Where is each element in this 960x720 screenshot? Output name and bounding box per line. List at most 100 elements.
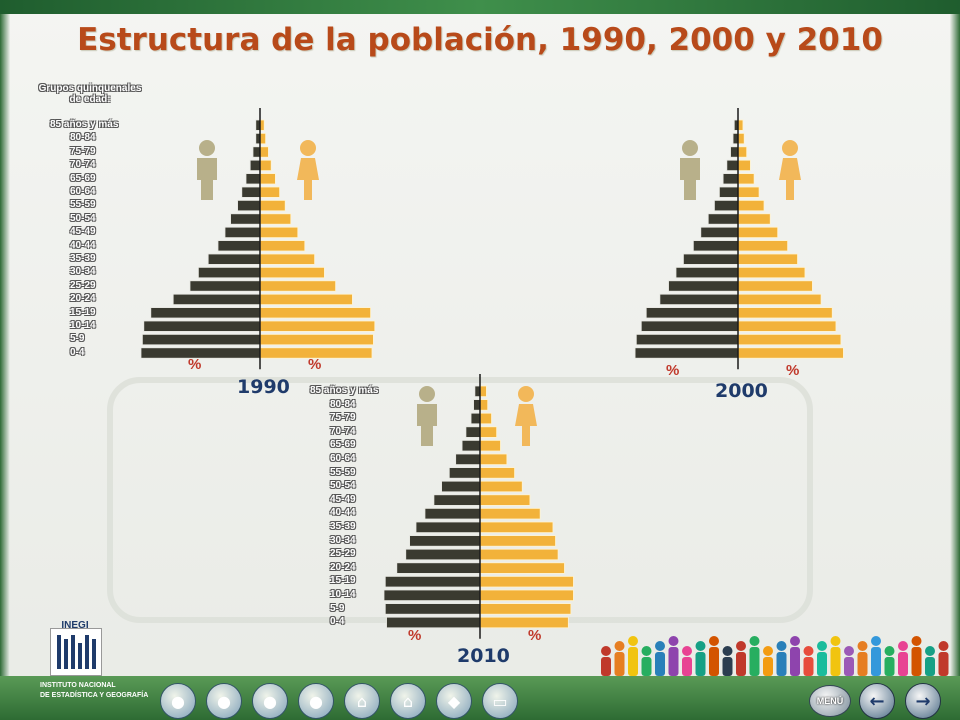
document-icon: ▭: [492, 691, 508, 711]
age-group-label: 25-29: [330, 548, 356, 560]
person-silhouette-icon: [830, 636, 841, 676]
age-group-label: 70-74: [70, 159, 96, 171]
person-silhouette-icon: [655, 641, 665, 676]
person-silhouette-icon: [844, 646, 854, 676]
age-group-label: 60-64: [330, 453, 356, 464]
age-group-label: 35-39: [70, 253, 96, 264]
age-group-label: 50-54: [70, 212, 96, 224]
nav-home-button[interactable]: ⌂: [390, 683, 426, 719]
institute-name-line-2: DE ESTADÍSTICA Y GEOGRAFÍA: [40, 692, 149, 699]
person-silhouette-icon: [749, 636, 760, 676]
percent-left-label: %: [188, 356, 202, 373]
age-group-label: 40-44: [330, 507, 356, 519]
page-title: Estructura de la población, 1990, 2000 y…: [77, 22, 883, 58]
age-group-label: 80-84: [330, 398, 356, 410]
person-silhouette-icon: [898, 641, 908, 676]
nav-person-button[interactable]: ●: [206, 683, 242, 719]
back-button[interactable]: ←: [859, 683, 895, 719]
age-group-label: 40-44: [70, 239, 96, 251]
person-silhouette-icon: [709, 636, 719, 676]
top-banner: [0, 0, 960, 14]
inegi-logo-text: INEGI: [61, 620, 89, 631]
age-group-label: 15-19: [330, 575, 356, 587]
age-group-label: 55-59: [70, 199, 96, 211]
age-group-label: 0-4: [330, 616, 345, 628]
age-group-label: 10-14: [330, 589, 356, 600]
female-figure-icon: [779, 140, 801, 200]
female-figure-icon: [515, 386, 537, 446]
age-group-label: 85 años y más: [50, 119, 119, 130]
age-groups-legend: Grupos quinquenales de edad:: [25, 83, 155, 105]
map-icon: ◆: [447, 691, 461, 711]
year-label: 1990: [237, 376, 290, 398]
home-icon: ⌂: [402, 691, 414, 711]
person-silhouette-icon: [641, 646, 652, 676]
menu-button[interactable]: MENÚ: [809, 685, 851, 717]
family-icon: ●: [171, 691, 185, 711]
institute-name: INSTITUTO NACIONAL DE ESTADÍSTICA Y GEOG…: [40, 681, 150, 701]
female-figure-icon: [297, 140, 319, 200]
percent-right-label: %: [786, 362, 800, 379]
inegi-logo[interactable]: [50, 628, 102, 676]
person-silhouette-icon: [871, 636, 881, 676]
person-silhouette-icon: [817, 641, 827, 676]
right-border: [950, 14, 960, 676]
age-group-label: 65-69: [330, 439, 356, 451]
age-group-label: 55-59: [330, 466, 356, 478]
age-group-label: 20-24: [330, 561, 356, 573]
male-figure-icon: [417, 386, 437, 446]
person-silhouette-icon: [857, 641, 868, 676]
nav-house-button[interactable]: ⌂: [344, 683, 380, 719]
legend-line-1: Grupos quinquenales: [38, 83, 142, 94]
nav-couple-button[interactable]: ●: [298, 683, 334, 719]
age-group-label: 50-54: [330, 480, 356, 492]
person-silhouette-icon: [803, 646, 814, 676]
age-group-label: 0-4: [70, 346, 85, 358]
person-silhouette-icon: [884, 646, 895, 676]
person-silhouette-icon: [601, 646, 611, 676]
year-label: 2000: [715, 380, 768, 402]
age-group-label: 70-74: [330, 425, 356, 437]
forward-button[interactable]: →: [905, 683, 941, 719]
person-silhouette-icon: [722, 646, 733, 676]
age-group-label: 30-34: [330, 534, 356, 546]
age-group-label: 5-9: [330, 602, 345, 614]
age-group-label: 65-69: [70, 172, 96, 184]
age-group-label: 20-24: [70, 293, 96, 305]
nav-document-button[interactable]: ▭: [482, 683, 518, 719]
age-group-label: 25-29: [70, 279, 96, 291]
percent-left-label: %: [666, 362, 680, 379]
group-icon: ●: [263, 691, 277, 711]
person-silhouette-icon: [736, 641, 746, 676]
age-group-label: 10-14: [70, 320, 96, 331]
percent-right-label: %: [528, 627, 542, 644]
arrow-right-icon: →: [915, 690, 931, 712]
percent-right-label: %: [308, 356, 322, 373]
nav-map-button[interactable]: ◆: [436, 683, 472, 719]
percent-left-label: %: [408, 627, 422, 644]
legend-line-2: de edad:: [69, 94, 111, 105]
house-icon: ⌂: [356, 691, 368, 711]
age-group-label: 15-19: [70, 306, 96, 318]
age-group-label: 75-79: [70, 145, 96, 157]
age-group-label: 5-9: [70, 333, 85, 345]
person-silhouette-icon: [911, 636, 922, 676]
age-group-label: 35-39: [330, 521, 356, 532]
age-group-label: 85 años y más: [310, 385, 379, 396]
age-group-label: 75-79: [330, 412, 356, 424]
male-figure-icon: [680, 140, 700, 200]
person-silhouette-icon: [668, 636, 679, 676]
year-label: 2010: [457, 645, 510, 667]
person-silhouette-icon: [628, 636, 638, 676]
institute-name-line-1: INSTITUTO NACIONAL: [40, 682, 116, 689]
person-icon: ●: [217, 691, 231, 711]
person-silhouette-icon: [614, 641, 625, 676]
person-silhouette-icon: [776, 641, 787, 676]
nav-group-button[interactable]: ●: [252, 683, 288, 719]
age-group-label: 45-49: [70, 226, 96, 238]
person-silhouette-icon: [695, 641, 706, 676]
nav-population-button[interactable]: ●: [160, 683, 196, 719]
left-border: [0, 14, 10, 676]
